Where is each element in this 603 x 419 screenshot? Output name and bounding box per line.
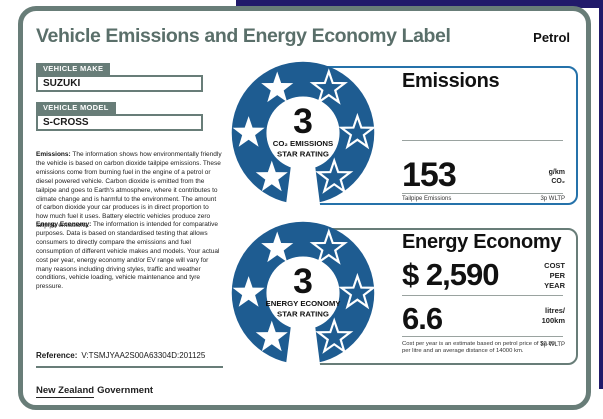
emissions-star-badge: 3 CO₂ EMISSIONS STAR RATING bbox=[231, 61, 377, 208]
star-filled-icon bbox=[255, 160, 288, 192]
emissions-info-paragraph: Emissions: The information shows how env… bbox=[36, 151, 222, 231]
vehicle-make-field: SUZUKI bbox=[36, 75, 203, 92]
energy-cost-unit-line3: YEAR bbox=[544, 281, 565, 290]
reference-value: V:TSMJYAA2S00A63304D:201125 bbox=[81, 351, 206, 360]
energy-divider-top bbox=[402, 295, 563, 296]
energy-cost-unit-line1: COST bbox=[544, 261, 565, 270]
emissions-info-heading: Emissions: bbox=[36, 151, 71, 158]
badge-caption-line2: STAR RATING bbox=[277, 309, 329, 318]
energy-info-paragraph: Energy Economy: The information is inten… bbox=[36, 221, 222, 292]
star-filled-icon bbox=[261, 71, 294, 103]
star-outline-icon bbox=[338, 272, 377, 310]
reference-label: Reference: bbox=[36, 351, 78, 360]
emissions-divider-top bbox=[402, 140, 563, 141]
star-filled-icon bbox=[261, 231, 294, 263]
energy-cost-value: $ 2,590 bbox=[402, 257, 499, 292]
emissions-panel-title: Emissions bbox=[402, 70, 500, 92]
emissions-unit-line1: g/km bbox=[548, 169, 565, 176]
fuel-type-badge: Petrol bbox=[533, 30, 570, 45]
star-icons bbox=[232, 228, 377, 354]
star-outline-icon bbox=[309, 68, 348, 105]
nz-logo-government: Government bbox=[97, 385, 154, 396]
badge-center bbox=[266, 256, 340, 330]
nz-logo-newzealand: New Zealand bbox=[36, 385, 95, 398]
star-outline-icon bbox=[315, 157, 354, 194]
energy-standard: 3p WLTP bbox=[540, 342, 565, 348]
badge-notch bbox=[285, 311, 321, 368]
window-top-edge bbox=[236, 0, 603, 8]
star-outline-icon bbox=[315, 317, 354, 354]
star-filled-icon bbox=[232, 276, 265, 307]
reference-line: Reference: V:TSMJYAA2S00A63304D:201125 bbox=[36, 351, 223, 368]
vehicle-model-label: VEHICLE MODEL bbox=[36, 102, 116, 114]
energy-panel-title: Energy Economy bbox=[402, 231, 562, 253]
emissions-standard: 3p WLTP bbox=[540, 196, 565, 202]
vehicle-make-label: VEHICLE MAKE bbox=[36, 63, 111, 75]
energy-info-heading: Energy Economy: bbox=[36, 221, 92, 228]
badge-center bbox=[266, 96, 340, 170]
badge-rating-number: 3 bbox=[293, 261, 313, 301]
nz-government-logo: New Zealand Government bbox=[36, 385, 154, 398]
energy-economy-unit-line1: litres/ bbox=[544, 306, 565, 315]
star-outline-icon bbox=[309, 228, 348, 265]
emissions-value: 153 bbox=[402, 156, 457, 194]
emissions-divider-bottom bbox=[402, 193, 563, 194]
vehicle-model-field: S-CROSS bbox=[36, 114, 203, 131]
emissions-info-text: The information shows how environmentall… bbox=[36, 151, 222, 230]
energy-economy-unit: litres/ 100km bbox=[455, 306, 565, 326]
star-outline-icon bbox=[338, 112, 377, 150]
window-right-edge bbox=[599, 0, 603, 389]
energy-star-badge: 3 ENERGY ECONOMY STAR RATING bbox=[231, 221, 377, 368]
star-filled-icon bbox=[232, 116, 265, 147]
energy-cost-unit: COST PER YEAR bbox=[455, 261, 565, 291]
energy-economy-value: 6.6 bbox=[402, 301, 443, 336]
badge-caption-line1: ENERGY ECONOMY bbox=[266, 299, 342, 308]
badge-caption-line2: STAR RATING bbox=[277, 149, 329, 158]
energy-footnote: Cost per year is an estimate based on pe… bbox=[402, 341, 555, 355]
emissions-value-caption: Tailpipe Emissions bbox=[402, 196, 452, 202]
page-title: Vehicle Emissions and Energy Economy Lab… bbox=[36, 25, 451, 47]
emissions-unit: g/km CO₂ bbox=[455, 169, 565, 186]
energy-cost-unit-line2: PER bbox=[549, 271, 565, 280]
badge-notch bbox=[285, 151, 321, 208]
energy-info-text: The information is intended for comparat… bbox=[36, 221, 220, 291]
badge-rating-number: 3 bbox=[293, 101, 313, 141]
emissions-unit-line2: CO₂ bbox=[551, 177, 565, 185]
energy-divider-bottom bbox=[402, 336, 563, 337]
star-filled-icon bbox=[255, 320, 288, 352]
badge-caption-line1: CO₂ EMISSIONS bbox=[273, 139, 333, 148]
energy-economy-unit-line2: 100km bbox=[541, 316, 565, 325]
star-icons bbox=[232, 68, 377, 194]
